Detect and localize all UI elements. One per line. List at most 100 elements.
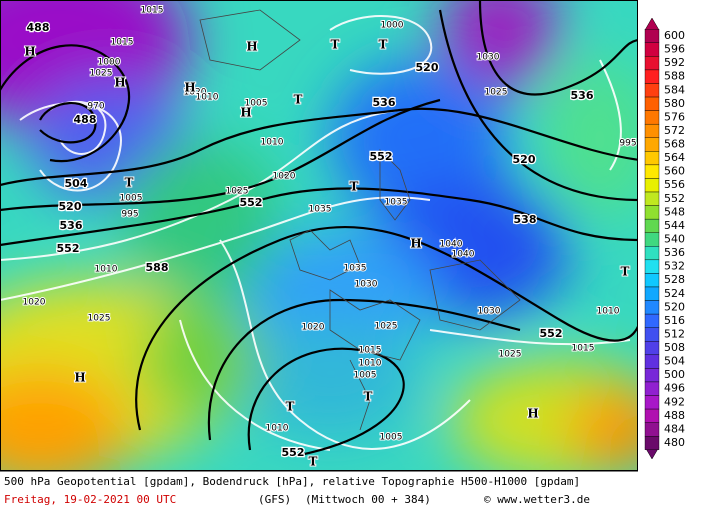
pressure-label: 1020 xyxy=(184,88,207,98)
caption-date: Freitag, 19-02-2021 00 UTC xyxy=(4,493,176,506)
pressure-label: 1035 xyxy=(385,198,408,208)
pressure-label: 1005 xyxy=(380,433,403,443)
pressure-label: 1005 xyxy=(245,99,268,109)
geopotential-label: 536 xyxy=(571,89,594,102)
geopotential-label: 520 xyxy=(59,200,82,213)
pressure-label: 1015 xyxy=(141,6,164,16)
colorbar-label: 536 xyxy=(664,246,685,259)
colorbar-segment xyxy=(644,29,660,43)
geopotential-label: 488 xyxy=(27,21,50,34)
geopotential-label: 488 xyxy=(74,113,97,126)
pressure-label: 1010 xyxy=(266,424,289,434)
caption: 500 hPa Geopotential [gpdam], Bodendruck… xyxy=(4,475,580,488)
caption-model: (GFS) xyxy=(258,493,291,506)
colorbar-label: 500 xyxy=(664,368,685,381)
pressure-label: 1020 xyxy=(273,172,296,182)
colorbar-segment xyxy=(644,205,660,220)
colorbar-label: 528 xyxy=(664,273,685,286)
pressure-label: 995 xyxy=(121,210,138,220)
pressure-label: 1025 xyxy=(88,314,111,324)
pressure-center: T xyxy=(350,180,359,194)
colorbar-segment xyxy=(644,368,660,383)
colorbar-label: 524 xyxy=(664,287,685,300)
colorbar-segment xyxy=(644,300,660,315)
colorbar-segment xyxy=(644,341,660,356)
pressure-label: 1010 xyxy=(597,307,620,317)
pressure-label: 1025 xyxy=(90,69,113,79)
colorbar-label: 488 xyxy=(664,409,685,422)
geopotential-label: 552 xyxy=(370,150,393,163)
colorbar-label: 512 xyxy=(664,327,685,340)
pressure-center: H xyxy=(240,106,251,120)
colorbar-segment xyxy=(644,42,660,57)
colorbar-label: 548 xyxy=(664,205,685,218)
pressure-label: 1020 xyxy=(302,323,325,333)
colorbar-label: 540 xyxy=(664,233,685,246)
colorbar-segment xyxy=(644,327,660,342)
colorbar-segment xyxy=(644,408,660,423)
colorbar-segment xyxy=(644,164,660,179)
colorbar-label: 596 xyxy=(664,43,685,56)
pressure-center: H xyxy=(184,81,195,95)
pressure-label: 1015 xyxy=(111,38,134,48)
geopotential-label: 504 xyxy=(65,177,88,190)
geopotential-label: 520 xyxy=(416,61,439,74)
pressure-center: H xyxy=(246,40,257,54)
pressure-label: 1030 xyxy=(477,53,500,63)
pressure-center: T xyxy=(125,176,134,190)
colorbar-segment xyxy=(644,218,660,233)
colorbar-label: 584 xyxy=(664,83,685,96)
geopotential-label: 536 xyxy=(60,219,83,232)
colorbar-segment xyxy=(644,232,660,247)
pressure-center: H xyxy=(24,45,35,59)
colorbar-segment xyxy=(644,110,660,125)
colorbar-label: 516 xyxy=(664,314,685,327)
colorbar-label: 580 xyxy=(664,97,685,110)
pressure-label: 1010 xyxy=(95,265,118,275)
colorbar-segment xyxy=(644,313,660,328)
colorbar-label: 600 xyxy=(664,29,685,42)
pressure-center: T xyxy=(294,93,303,107)
caption-source: © www.wetter3.de xyxy=(484,493,590,506)
colorbar-label: 576 xyxy=(664,110,685,123)
pressure-label: 1020 xyxy=(23,298,46,308)
colorbar-label: 532 xyxy=(664,260,685,273)
colorbar-segment xyxy=(644,354,660,369)
colorbar-segment xyxy=(644,259,660,274)
pressure-label: 1030 xyxy=(478,307,501,317)
colorbar-segment xyxy=(644,56,660,71)
colorbar-label: 556 xyxy=(664,178,685,191)
map-area xyxy=(0,0,638,470)
colorbar-segment xyxy=(644,69,660,84)
colorbar-segment xyxy=(644,83,660,98)
pressure-label: 1005 xyxy=(354,371,377,381)
pressure-label: 1015 xyxy=(572,344,595,354)
colorbar-label: 552 xyxy=(664,192,685,205)
colorbar-label: 508 xyxy=(664,341,685,354)
pressure-center: T xyxy=(364,390,373,404)
pressure-center: H xyxy=(410,237,421,251)
pressure-center: T xyxy=(621,265,630,279)
pressure-label: 1000 xyxy=(98,58,121,68)
colorbar-segment xyxy=(644,151,660,166)
pressure-label: 1030 xyxy=(355,280,378,290)
colorbar-label: 588 xyxy=(664,70,685,83)
colorbar-label: 568 xyxy=(664,138,685,151)
pressure-label: 1025 xyxy=(375,322,398,332)
colorbar-label: 544 xyxy=(664,219,685,232)
colorbar-segment xyxy=(644,273,660,288)
geopotential-label: 520 xyxy=(513,153,536,166)
geopotential-label: 538 xyxy=(514,213,537,226)
pressure-center: H xyxy=(74,371,85,385)
colorbar-label: 492 xyxy=(664,395,685,408)
pressure-center: T xyxy=(286,400,295,414)
colorbar-segment xyxy=(644,246,660,261)
pressure-label: 1000 xyxy=(381,21,404,31)
colorbar-label: 560 xyxy=(664,165,685,178)
colorbar-segment xyxy=(644,96,660,111)
geopotential-label: 536 xyxy=(373,96,396,109)
colorbar-label: 572 xyxy=(664,124,685,137)
colorbar-segment xyxy=(644,191,660,206)
geopotential-label: 552 xyxy=(240,196,263,209)
